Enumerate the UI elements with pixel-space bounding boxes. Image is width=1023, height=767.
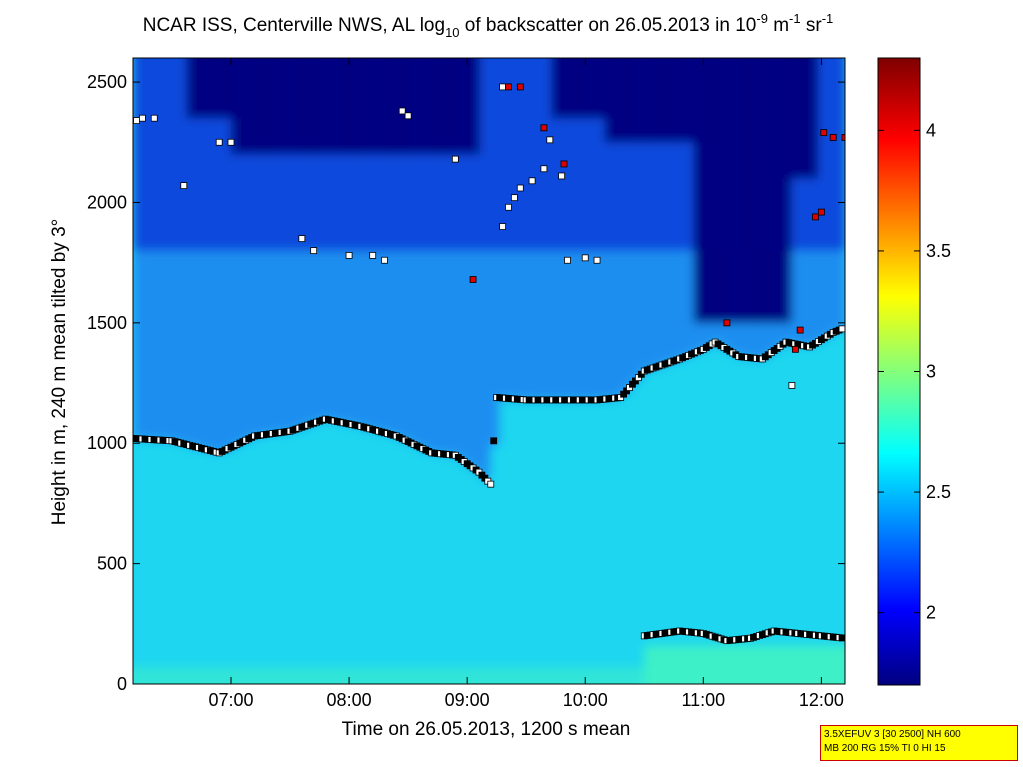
surface-layer-marker: [838, 634, 845, 642]
cloud-marker: [510, 194, 518, 202]
cloud-marker: [180, 182, 188, 190]
cloud-marker-red: [841, 134, 845, 141]
title-part1: NCAR ISS, Centerville NWS, AL log: [143, 15, 445, 36]
cloud-marker: [227, 138, 235, 146]
y-axis: 0 500 1000 1500 2000 2500: [87, 72, 845, 694]
cloud-marker: [150, 114, 158, 122]
x-axis: 07:00 08:00 09:00 10:00 11:00 12:00: [208, 58, 844, 710]
colorbar-axis: 2 2.5 3 3.5 4: [878, 120, 951, 623]
cloud-marker: [298, 235, 306, 242]
cloud-marker-red: [829, 134, 837, 141]
cloud-marker-red: [820, 129, 828, 137]
cloud-marker-red: [817, 208, 825, 216]
processing-info-box: 3.5XEFUV 3 [30 2500] NH 600 MB 200 RG 15…: [820, 725, 1018, 761]
layer-top-marker: [487, 480, 495, 488]
cloud-marker-red: [792, 345, 799, 353]
cloud-marker: [558, 172, 566, 180]
cloud-marker: [310, 247, 318, 255]
cloud-marker: [505, 203, 512, 211]
cloud-marker: [593, 256, 601, 264]
title-sup1: -9: [756, 11, 768, 26]
colorbar-tick-label: 3.5: [926, 241, 951, 261]
colorbar: [877, 57, 921, 686]
title-sup3: -1: [822, 11, 834, 26]
cloud-marker: [788, 382, 796, 389]
cloud-marker-red: [812, 213, 819, 221]
cloud-marker: [499, 83, 506, 91]
cloud-marker-red: [516, 83, 524, 91]
info-line-1: 3.5XEFUV 3 [30 2500] NH 600: [824, 729, 961, 740]
layer-top-marker: [490, 437, 498, 445]
title-part2: of backscatter on 26.05.2013 in 10: [460, 15, 757, 36]
x-tick-label: 09:00: [445, 690, 490, 710]
cloud-marker: [398, 107, 406, 115]
plot-frame: [132, 57, 846, 685]
x-tick-label: 11:00: [681, 690, 725, 710]
title-sub: 10: [445, 25, 459, 40]
cloud-marker-red: [505, 83, 512, 91]
x-axis-label: Time on 26.05.2013, 1200 s mean: [342, 719, 631, 740]
layer-top-marker: [838, 325, 845, 333]
title-part4: sr: [801, 15, 823, 36]
y-tick-label: 0: [117, 674, 127, 694]
info-line-2: MB 200 RG 15% TI 0 HI 15: [824, 743, 946, 754]
chart-title: NCAR ISS, Centerville NWS, AL log10 of b…: [143, 11, 834, 40]
layer-markers: [133, 83, 845, 645]
title-sup2: -1: [789, 11, 801, 26]
y-tick-label: 500: [97, 554, 127, 574]
colorbar-tick-label: 4: [926, 120, 936, 140]
cloud-marker: [499, 223, 506, 230]
cloud-marker: [139, 114, 146, 122]
backscatter-heatmap: [133, 58, 845, 684]
colorbar-tick-label: 2.5: [926, 482, 951, 502]
cloud-marker-red: [469, 276, 477, 283]
x-tick-label: 10:00: [563, 690, 608, 710]
x-tick-label: 07:00: [208, 690, 253, 710]
colorbar-tick-label: 2: [926, 603, 936, 623]
cloud-marker: [564, 256, 571, 264]
cloud-marker: [581, 254, 589, 262]
x-tick-label: 08:00: [327, 690, 372, 710]
cloud-marker: [133, 117, 140, 124]
cloud-marker: [215, 138, 223, 146]
cloud-marker-red: [723, 319, 731, 327]
cloud-marker: [381, 256, 388, 264]
cloud-marker: [369, 252, 377, 259]
y-tick-label: 1000: [87, 433, 127, 453]
cloud-marker: [404, 112, 412, 120]
cloud-marker-red: [540, 124, 548, 132]
cloud-marker: [546, 136, 554, 144]
cloud-marker-red: [560, 160, 568, 168]
cloud-marker: [345, 252, 353, 259]
y-tick-label: 2000: [87, 192, 127, 212]
colorbar-tick-label: 3: [926, 362, 936, 382]
y-tick-label: 1500: [87, 313, 127, 333]
y-axis-label: Height in m, 240 m mean tilted by 3°: [49, 219, 70, 525]
title-part3: m: [768, 15, 789, 36]
plot-area: [133, 58, 845, 684]
x-tick-label: 12:00: [799, 690, 844, 710]
y-tick-label: 2500: [87, 72, 127, 92]
cloud-marker: [516, 184, 524, 192]
cloud-marker-red: [796, 326, 804, 334]
cloud-marker: [540, 165, 548, 173]
cloud-marker: [451, 155, 459, 163]
cloud-marker: [528, 177, 536, 185]
